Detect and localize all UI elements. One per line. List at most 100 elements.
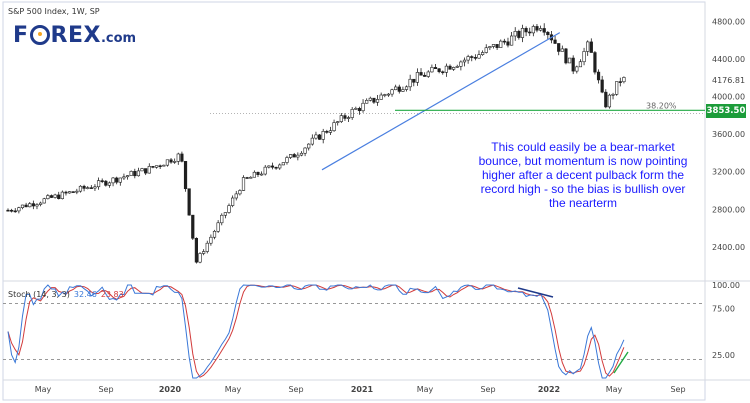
candle-body	[481, 52, 485, 55]
candle-body	[589, 41, 593, 53]
candle-body	[100, 180, 104, 182]
candle-body	[162, 164, 166, 167]
candle-body	[307, 143, 311, 149]
candle-body	[256, 171, 260, 175]
forex-logo: F REX.com	[13, 23, 137, 48]
candle-body	[6, 209, 10, 212]
candle-body	[423, 74, 427, 77]
candle-body	[202, 251, 206, 254]
stoch-k-line	[7, 284, 625, 379]
candle-body	[86, 187, 90, 189]
x-tick-label: Sep	[288, 385, 303, 394]
candle-body	[82, 185, 86, 189]
candle-body	[39, 202, 43, 205]
candle-body	[477, 54, 481, 59]
candle-body	[46, 195, 50, 200]
candle-body	[278, 164, 282, 169]
candle-body	[133, 171, 137, 177]
candle-body	[173, 161, 177, 163]
candle-body	[408, 78, 412, 88]
y-tick-label: 4176.81	[712, 76, 745, 85]
candle-body	[118, 177, 122, 183]
stoch-d-value: 23.83	[100, 290, 124, 299]
candle-body	[575, 66, 579, 72]
candle-body	[13, 210, 17, 213]
y-tick-label: 2800.00	[712, 205, 745, 214]
candle-body	[499, 40, 503, 48]
candle-body	[144, 168, 148, 174]
candle-body	[93, 186, 97, 189]
stoch-y-tick: 25.00	[712, 351, 735, 360]
candle-body	[212, 230, 217, 238]
candle-body	[350, 109, 354, 118]
candle-body	[209, 236, 213, 244]
candle-body	[303, 147, 307, 154]
candle-body	[607, 94, 612, 108]
x-tick-label: Sep	[98, 385, 113, 394]
candle-body	[582, 51, 586, 63]
candle-body	[223, 212, 227, 216]
candle-body	[517, 31, 521, 38]
candle-body	[180, 153, 184, 162]
candle-body	[176, 153, 180, 162]
candle-body	[17, 207, 21, 212]
candle-body	[394, 86, 398, 91]
candle-body	[538, 28, 543, 31]
candle-body	[111, 177, 115, 184]
candle-body	[586, 41, 590, 52]
candle-body	[187, 188, 191, 216]
candle-body	[433, 67, 438, 70]
candle-body	[169, 159, 173, 163]
analysis-annotation: This could easily be a bear-market bounc…	[478, 140, 688, 210]
candle-body	[611, 94, 615, 96]
candle-body	[136, 170, 141, 177]
trendline	[321, 32, 561, 171]
candle-body	[441, 71, 445, 74]
candle-body	[524, 28, 528, 33]
y-tick-label: 2400.00	[712, 243, 745, 252]
candle-body	[491, 44, 496, 47]
candle-body	[263, 166, 267, 175]
candle-body	[53, 194, 57, 198]
candle-body	[125, 175, 130, 178]
candle-body	[506, 41, 510, 46]
candle-body	[528, 31, 532, 34]
candle-body	[459, 61, 463, 67]
stoch-k-value: 32.46	[73, 290, 97, 299]
candle-body	[502, 40, 506, 43]
candle-body	[462, 59, 467, 63]
candle-body	[386, 93, 391, 96]
logo-o-icon	[29, 25, 50, 45]
candle-body	[357, 108, 362, 112]
candle-body	[154, 165, 159, 168]
candle-body	[299, 152, 304, 156]
candle-body	[129, 171, 133, 176]
candle-body	[241, 177, 246, 191]
candle-body	[513, 31, 517, 37]
candle-body	[404, 86, 409, 90]
candle-body	[600, 79, 604, 93]
candle-body	[64, 191, 68, 194]
candle-body	[564, 48, 568, 64]
candle-body	[42, 198, 46, 204]
candle-body	[238, 190, 242, 195]
candle-body	[452, 67, 456, 70]
candle-body	[140, 168, 144, 172]
candle-body	[488, 46, 492, 49]
candle-body	[343, 115, 347, 119]
candle-body	[96, 180, 101, 188]
candle-body	[198, 253, 202, 263]
candle-body	[296, 154, 300, 158]
candle-body	[426, 71, 430, 77]
candle-body	[71, 191, 75, 193]
candle-body	[194, 237, 198, 263]
candle-body	[412, 78, 416, 83]
candle-body	[310, 137, 314, 145]
stoch-y-tick: 75.00	[712, 304, 735, 313]
candle-body	[60, 191, 64, 199]
candle-body	[542, 28, 546, 33]
candle-body	[571, 57, 575, 72]
candle-body	[375, 99, 380, 103]
stoch-name: Stoch (14, 3, 3)	[8, 290, 70, 299]
